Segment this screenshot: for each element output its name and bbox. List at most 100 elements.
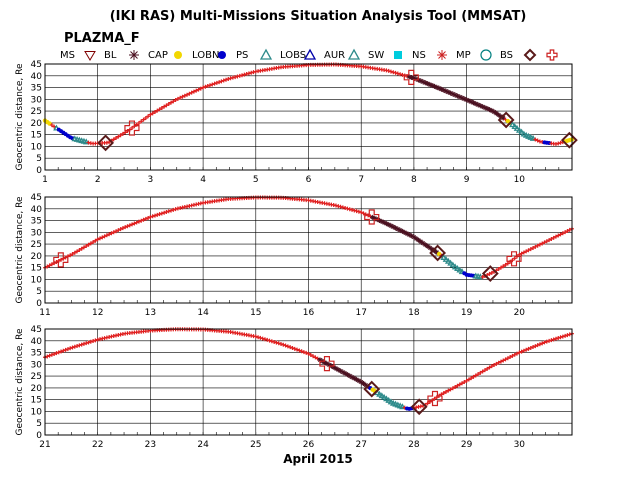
point-sw bbox=[391, 70, 396, 75]
x-tick-label: 30 bbox=[514, 440, 526, 450]
point-sw bbox=[242, 72, 247, 77]
point-sw bbox=[462, 380, 467, 385]
legend-entry-lobn: LOBN bbox=[192, 50, 226, 61]
chart-title: (IKI RAS) Multi-Missions Situation Analy… bbox=[110, 9, 527, 24]
point-bl bbox=[360, 381, 366, 387]
point-bl bbox=[466, 98, 472, 104]
point-ps bbox=[385, 396, 393, 403]
legend-entry-aur: AUR bbox=[324, 48, 361, 61]
bs-crossing-marker bbox=[410, 398, 428, 416]
point-sw bbox=[544, 239, 549, 244]
mp-crossing-marker bbox=[403, 69, 419, 85]
point-sw bbox=[84, 244, 89, 249]
x-tick-label: 5 bbox=[253, 175, 259, 185]
point-sw bbox=[560, 334, 565, 339]
point-bl bbox=[491, 109, 497, 115]
point-bl bbox=[409, 74, 415, 80]
point-sw bbox=[345, 206, 350, 211]
y-tick-label: 15 bbox=[31, 396, 42, 406]
bs-crossing-marker bbox=[363, 380, 381, 398]
point-sw bbox=[171, 99, 176, 104]
point-bl bbox=[434, 84, 440, 90]
legend-label: PS bbox=[236, 50, 248, 61]
point-sw bbox=[127, 223, 132, 228]
y-tick-label: 45 bbox=[31, 193, 42, 203]
point-sw bbox=[198, 86, 203, 91]
point-bl bbox=[388, 223, 394, 229]
y-tick-label: 35 bbox=[31, 84, 42, 94]
point-sw bbox=[120, 226, 125, 231]
legend-label: MS bbox=[60, 50, 75, 61]
point-sw bbox=[175, 96, 180, 101]
y-tick-label: 15 bbox=[31, 264, 42, 274]
point-sw bbox=[47, 353, 52, 358]
point-sw bbox=[510, 353, 515, 358]
point-sw bbox=[111, 230, 116, 235]
point-sw bbox=[235, 74, 240, 79]
point-sw bbox=[214, 80, 219, 85]
point-sw bbox=[267, 338, 272, 343]
y-tick-label: 20 bbox=[31, 119, 43, 129]
point-sw bbox=[75, 344, 80, 349]
point-sw bbox=[311, 354, 316, 359]
point-sw bbox=[65, 347, 70, 352]
legend-marker-triangle bbox=[303, 48, 317, 60]
point-sw bbox=[56, 350, 61, 355]
point-sw bbox=[114, 229, 119, 234]
point-sw bbox=[226, 76, 231, 81]
point-sw bbox=[537, 242, 542, 247]
point-sw bbox=[166, 101, 171, 106]
point-bl bbox=[411, 75, 417, 81]
point-lobn bbox=[547, 141, 552, 146]
point-bl bbox=[452, 92, 458, 98]
point-sw bbox=[503, 262, 508, 267]
point-sw bbox=[503, 357, 508, 362]
point-sw bbox=[398, 72, 403, 77]
point-sw bbox=[482, 368, 487, 373]
point-sw bbox=[288, 345, 293, 350]
point-bl bbox=[381, 220, 387, 226]
point-sw bbox=[285, 344, 290, 349]
point-bl bbox=[379, 219, 385, 225]
point-sw bbox=[139, 119, 144, 124]
point-ps bbox=[451, 263, 459, 270]
y-tick-label: 20 bbox=[31, 252, 43, 262]
point-sw bbox=[134, 220, 139, 225]
point-ps bbox=[449, 261, 457, 268]
point-sw bbox=[521, 348, 526, 353]
point-bl bbox=[370, 214, 376, 220]
point-sw bbox=[141, 117, 146, 122]
point-bl bbox=[468, 99, 474, 105]
point-bl bbox=[477, 103, 483, 109]
legend-marker-triangle bbox=[259, 48, 273, 60]
point-bl bbox=[434, 249, 440, 255]
point-sw bbox=[146, 114, 151, 119]
point-sw bbox=[219, 79, 224, 84]
y-tick-label: 0 bbox=[36, 166, 42, 176]
point-sw bbox=[558, 140, 563, 145]
mp-crossing-marker bbox=[427, 390, 443, 407]
point-sw bbox=[49, 262, 54, 267]
point-sw bbox=[336, 204, 341, 209]
point-sw bbox=[196, 87, 201, 92]
point-sw bbox=[100, 235, 105, 240]
legend-label: AUR bbox=[324, 50, 345, 61]
point-sw bbox=[524, 249, 529, 254]
point-ps bbox=[520, 130, 528, 137]
point-sw bbox=[84, 341, 89, 346]
point-bl bbox=[395, 226, 401, 232]
point-sw bbox=[441, 391, 446, 396]
y-axis-label: Geocentric distance, Re bbox=[15, 196, 25, 303]
point-sw bbox=[59, 257, 64, 262]
x-tick-label: 3 bbox=[148, 175, 154, 185]
bs-crossing-marker bbox=[560, 131, 578, 149]
y-tick-label: 40 bbox=[31, 72, 43, 82]
point-sw bbox=[256, 335, 261, 340]
x-tick-label: 17 bbox=[355, 308, 366, 318]
point-bl bbox=[429, 83, 435, 89]
point-sw bbox=[492, 362, 497, 367]
point-sw bbox=[203, 84, 208, 89]
point-sw bbox=[116, 134, 121, 139]
